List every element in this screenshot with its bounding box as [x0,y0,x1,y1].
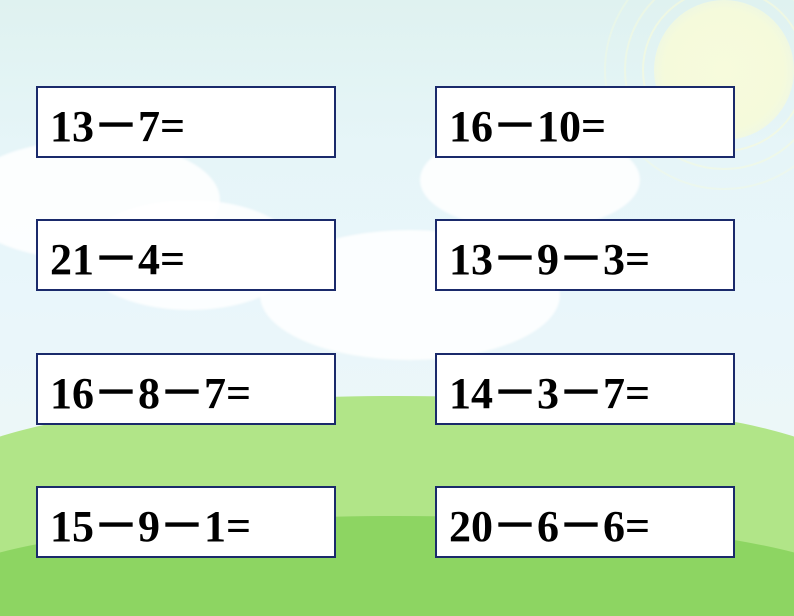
equation-text: 20－6－6= [449,490,650,554]
equation-cell: 20－6－6= [427,486,758,558]
equation-box: 13－7= [36,86,336,158]
equation-text: 16－8－7= [50,357,251,421]
equation-cell: 15－9－1= [36,486,367,558]
equation-text: 14－3－7= [449,357,650,421]
equation-cell: 21－4= [36,219,367,291]
equation-text: 13－9－3= [449,223,650,287]
equation-box: 15－9－1= [36,486,336,558]
equation-text: 16－10= [449,90,606,154]
equation-box: 14－3－7= [435,353,735,425]
equation-text: 15－9－1= [50,490,251,554]
equation-cell: 16－8－7= [36,353,367,425]
equation-cell: 13－7= [36,86,367,158]
equation-grid: 13－7= 16－10= 21－4= 13－9－3= 16－8－7= 14－3－… [0,0,794,596]
equation-box: 16－10= [435,86,735,158]
equation-cell: 14－3－7= [427,353,758,425]
equation-box: 20－6－6= [435,486,735,558]
equation-cell: 13－9－3= [427,219,758,291]
equation-cell: 16－10= [427,86,758,158]
equation-text: 21－4= [50,223,185,287]
equation-box: 21－4= [36,219,336,291]
equation-text: 13－7= [50,90,185,154]
equation-box: 16－8－7= [36,353,336,425]
equation-box: 13－9－3= [435,219,735,291]
